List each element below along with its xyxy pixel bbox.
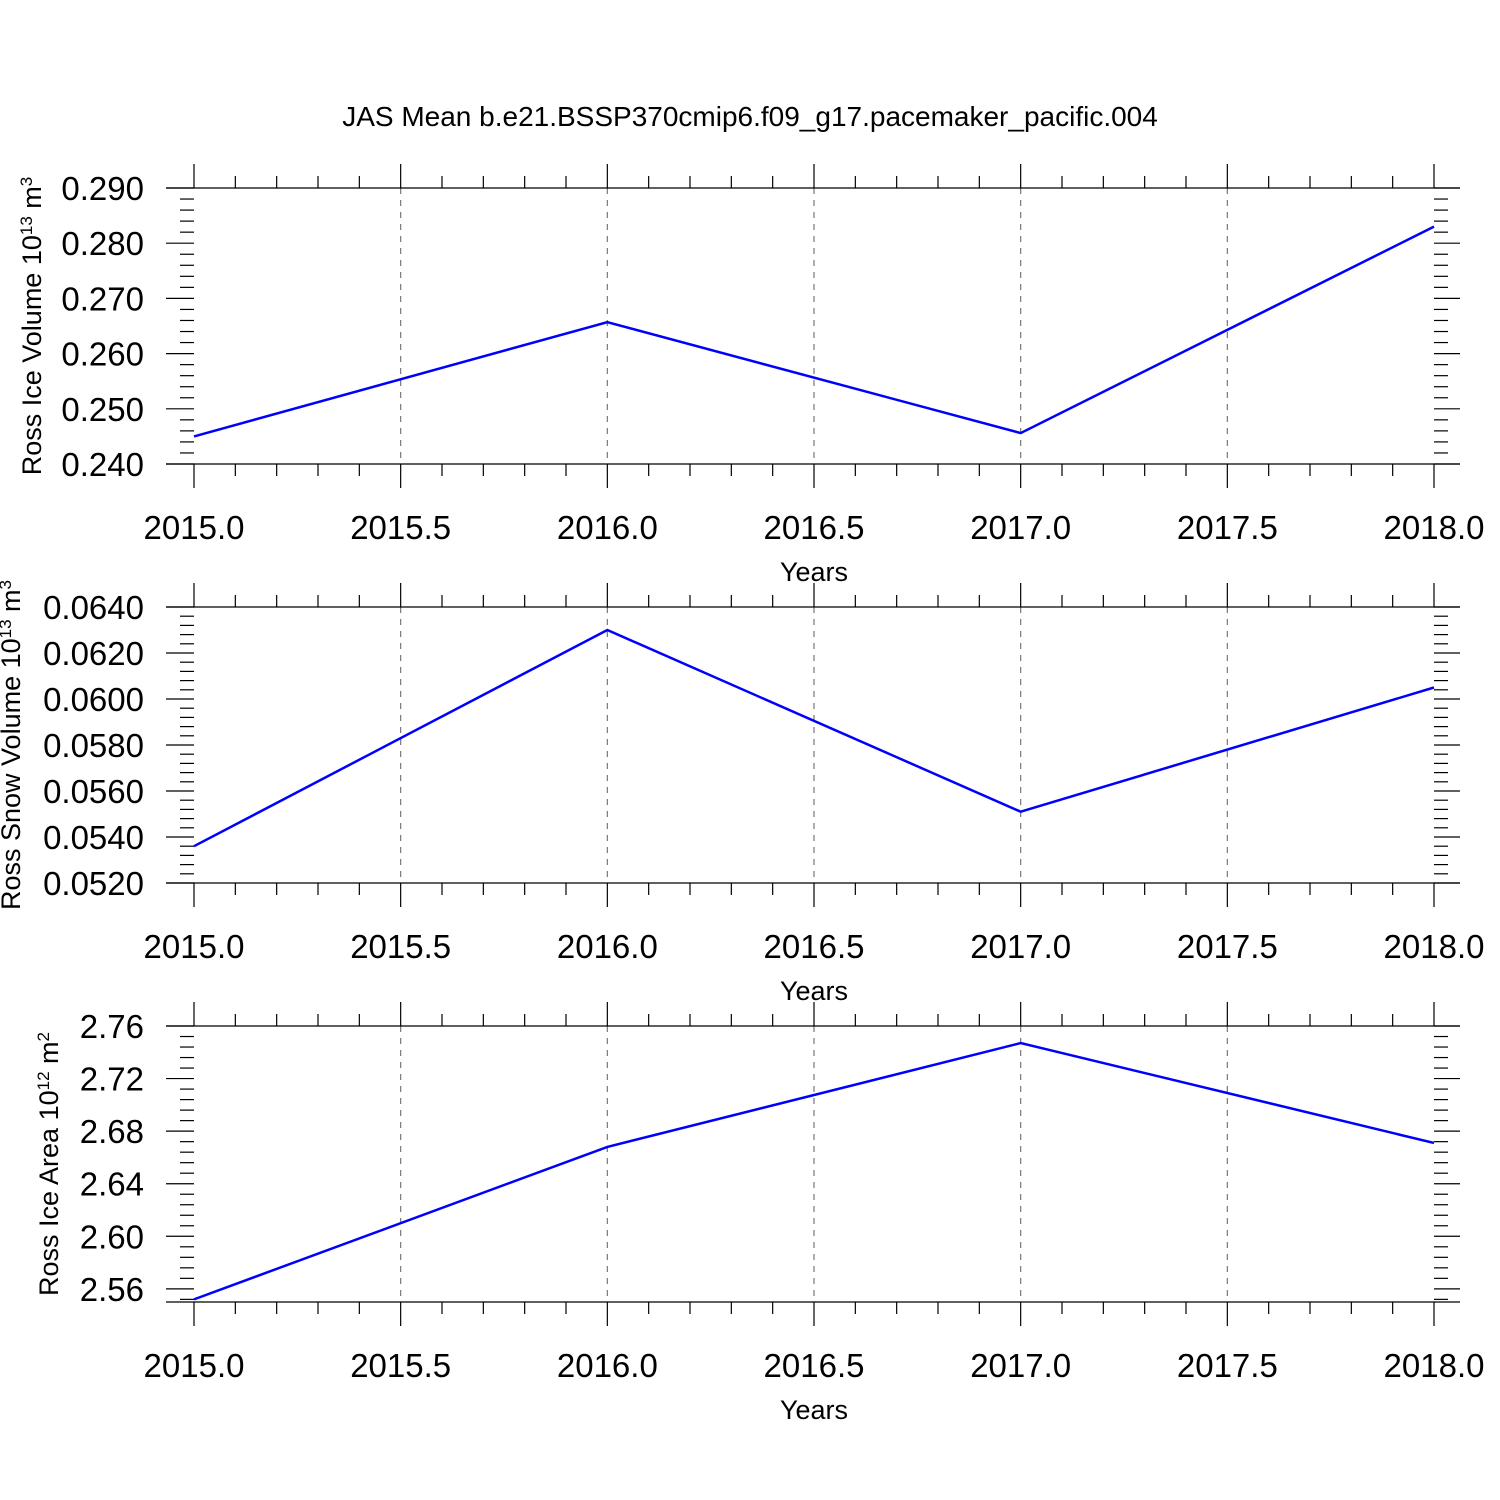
x-tick-label: 2015.0 [144, 928, 245, 965]
series-line [193, 1041, 1435, 1301]
axis-label-part: Ross Ice Area 10 [34, 1090, 64, 1296]
y-tick-label: 2.68 [80, 1113, 144, 1150]
x-tick-label: 2016.0 [557, 509, 658, 546]
x-tick-label: 2015.0 [144, 509, 245, 546]
x-tick-label: 2015.5 [350, 928, 451, 965]
unit-exponent: 3 [17, 177, 36, 186]
y-tick-label: 0.0540 [43, 819, 144, 856]
y-tick-label: 0.260 [61, 336, 144, 373]
x-axis-label: Years [780, 1395, 848, 1425]
panel-2: 2015.0 2015.5 2016.0 2016.5 2017.0 2017.5 2018… [0, 580, 1484, 1006]
x-tick-label: 2016.5 [764, 1347, 865, 1384]
y-tick-label: 2.72 [80, 1061, 144, 1098]
figure-title: JAS Mean b.e21.BSSP370cmip6.f09_g17.pace… [342, 101, 1158, 132]
y-tick-label: 0.0560 [43, 773, 144, 810]
y-tick-label: 0.240 [61, 446, 144, 483]
y-axis-label: Ross Ice Volume 1013 m3 [17, 177, 48, 476]
x-tick-label: 2017.5 [1177, 509, 1278, 546]
x-tick-label: 2016.5 [764, 509, 865, 546]
x-tick-label: 2018.0 [1384, 928, 1485, 965]
x-tick-label: 2017.0 [970, 509, 1071, 546]
y-tick-label: 0.250 [61, 391, 144, 428]
y-tick-label: 2.76 [80, 1008, 144, 1045]
x-tick-label: 2015.5 [350, 509, 451, 546]
x-tick-label: 2016.0 [557, 928, 658, 965]
y-axis-label: Ross Snow Volume 1013 m3 [0, 580, 26, 910]
axis-label-part: Ross Snow Volume 10 [0, 638, 26, 910]
series-line [193, 225, 1435, 438]
y-tick-label: 0.0520 [43, 865, 144, 902]
y-tick-label: 0.0580 [43, 727, 144, 764]
x-tick-label: 2015.0 [144, 1347, 245, 1384]
y-tick-label: 0.0600 [43, 681, 144, 718]
axis-label-part: m [34, 1041, 64, 1071]
x-tick-label: 2018.0 [1384, 1347, 1485, 1384]
y-tick-label: 0.290 [61, 170, 144, 207]
x-tick-label: 2016.0 [557, 1347, 658, 1384]
y-tick-label: 2.56 [80, 1271, 144, 1308]
x-tick-label: 2017.0 [970, 1347, 1071, 1384]
panel-3: 2015.0 2015.5 2016.0 2016.5 2017.0 2017.5 2018… [34, 1002, 1485, 1425]
unit-exponent: 13 [17, 216, 36, 235]
panel-1: 2015.0 2015.5 2016.0 2016.5 2017.0 2017.5 2018… [17, 164, 1485, 587]
y-tick-label: 0.280 [61, 225, 144, 262]
y-tick-label: 2.64 [80, 1166, 144, 1203]
unit-exponent: 3 [0, 580, 15, 589]
unit-exponent: 12 [34, 1071, 53, 1090]
unit-exponent: 13 [0, 619, 15, 638]
y-tick-label: 0.0640 [43, 589, 144, 626]
x-tick-label: 2018.0 [1384, 509, 1485, 546]
x-tick-label: 2017.0 [970, 928, 1071, 965]
x-tick-label: 2017.5 [1177, 928, 1278, 965]
axis-label-part: m [17, 186, 47, 216]
x-axis-label: Years [780, 976, 848, 1006]
x-tick-label: 2017.5 [1177, 1347, 1278, 1384]
unit-exponent: 2 [34, 1032, 53, 1041]
axis-label-part: m [0, 589, 26, 619]
x-tick-label: 2015.5 [350, 1347, 451, 1384]
y-tick-label: 0.0620 [43, 635, 144, 672]
y-tick-label: 2.60 [80, 1218, 144, 1255]
y-tick-label: 0.270 [61, 280, 144, 317]
x-axis-label: Years [780, 557, 848, 587]
x-tick-label: 2016.5 [764, 928, 865, 965]
panels: 2015.0 2015.5 2016.0 2016.5 2017.0 2017.5 2018… [0, 164, 1484, 1425]
y-axis-label: Ross Ice Area 1012 m2 [34, 1032, 65, 1296]
axis-label-part: Ross Ice Volume 10 [17, 235, 47, 475]
series-line [193, 628, 1435, 848]
